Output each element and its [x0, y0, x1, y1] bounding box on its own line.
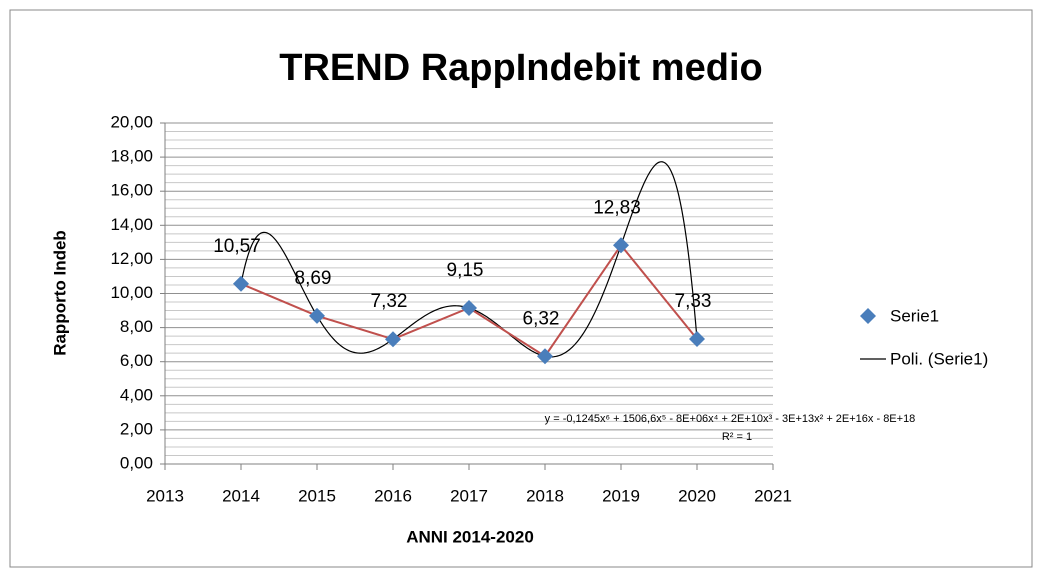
point	[385, 331, 401, 348]
chart-title: TREND RappIndebit medio	[279, 47, 762, 89]
x-tick-label: 2021	[754, 486, 792, 505]
y-tick-label: 4,00	[120, 385, 153, 404]
y-tick-label: 18,00	[110, 147, 153, 166]
y-tick-label: 14,00	[110, 215, 153, 234]
y-tick-label: 0,00	[120, 453, 153, 472]
y-tick-label: 6,00	[120, 351, 153, 370]
data-label: 10,57	[213, 236, 261, 257]
point	[613, 237, 629, 254]
data-label: 7,33	[675, 291, 712, 312]
x-tick-label: 2020	[678, 486, 716, 505]
y-tick-label: 20,00	[110, 112, 153, 131]
x-tick-label: 2016	[374, 486, 412, 505]
point	[537, 348, 553, 365]
data-label: 12,83	[593, 197, 641, 218]
x-tick-label: 2013	[146, 486, 184, 505]
x-tick-label: 2018	[526, 486, 564, 505]
trendline-equation: y = -0,1245x⁶ + 1506,6x⁵ - 8E+06x⁴ + 2E+…	[545, 413, 916, 425]
point	[309, 307, 325, 324]
y-tick-label: 12,00	[110, 249, 153, 268]
point	[689, 331, 705, 348]
y-tick-label: 16,00	[110, 181, 153, 200]
legend-label: Serie1	[890, 306, 939, 325]
y-axis-title: Rapporto Indeb	[50, 230, 69, 356]
chart-border	[9, 9, 1033, 568]
y-tick-label: 10,00	[110, 283, 153, 302]
x-tick-label: 2019	[602, 486, 640, 505]
x-axis-title: ANNI 2014-2020	[406, 527, 534, 546]
data-label: 7,32	[371, 291, 408, 312]
y-tick-label: 8,00	[120, 317, 153, 336]
data-label: 6,32	[523, 308, 560, 329]
y-tick-label: 2,00	[120, 419, 153, 438]
x-tick-label: 2014	[222, 486, 260, 505]
trendline-r2: R² = 1	[722, 431, 752, 443]
x-tick-label: 2015	[298, 486, 336, 505]
legend-label: Poli. (Serie1)	[890, 349, 988, 368]
x-tick-label: 2017	[450, 486, 488, 505]
legend-marker	[860, 308, 876, 324]
data-label: 8,69	[295, 268, 332, 289]
point	[233, 275, 249, 292]
point	[461, 299, 477, 316]
data-label: 9,15	[447, 260, 484, 281]
